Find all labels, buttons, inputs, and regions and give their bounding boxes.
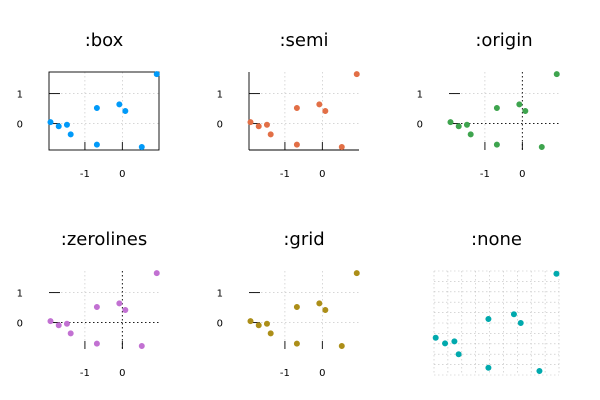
data-point — [47, 119, 54, 126]
data-point — [267, 131, 274, 138]
y-tick-label: 1 — [17, 90, 23, 101]
data-point — [293, 105, 300, 112]
data-point — [293, 340, 300, 347]
y-tick-label: 0 — [217, 120, 223, 131]
y-tick-label: 0 — [17, 319, 23, 330]
x-tick-label: 0 — [119, 368, 125, 379]
data-point — [55, 123, 62, 130]
data-point — [316, 101, 323, 108]
y-tick-label: 1 — [17, 289, 23, 300]
data-point — [267, 330, 274, 337]
data-point — [293, 141, 300, 148]
x-tick-label: 0 — [319, 169, 325, 180]
x-tick-label: -1 — [80, 169, 90, 180]
x-tick-label: -1 — [80, 368, 90, 379]
data-point — [67, 131, 74, 138]
subplot-box: :box -1 0 0 1 — [17, 30, 160, 180]
y-tick-label: 0 — [417, 120, 423, 131]
x-tick-label: -1 — [280, 169, 290, 180]
data-point — [138, 342, 145, 349]
data-point — [353, 71, 360, 78]
y-tick-label: 0 — [17, 120, 23, 131]
y-tick-label: 0 — [217, 319, 223, 330]
subplot-title: :zerolines — [61, 229, 147, 250]
axes-box — [48, 71, 160, 151]
data-point — [536, 367, 543, 374]
data-point — [338, 342, 345, 349]
data-point — [293, 303, 300, 310]
subplot-title: :grid — [283, 229, 324, 250]
data-point — [485, 364, 492, 371]
data-point — [538, 144, 545, 151]
data-point — [338, 144, 345, 151]
subplot-title: :origin — [475, 30, 532, 51]
data-point — [451, 338, 458, 345]
data-point — [247, 119, 254, 126]
data-point — [55, 322, 62, 329]
data-point — [322, 306, 329, 313]
data-point — [322, 108, 329, 115]
data-point — [510, 311, 517, 318]
data-point — [455, 351, 462, 358]
data-point — [455, 123, 462, 130]
data-point — [522, 108, 529, 115]
data-point — [442, 340, 449, 347]
subplot-origin: :origin -1 0 0 1 — [417, 30, 560, 180]
subplot-none: :none — [432, 229, 560, 376]
data-point — [517, 319, 524, 326]
x-tick-label: 0 — [519, 169, 525, 180]
subplot-title: :semi — [279, 30, 328, 51]
data-point — [247, 318, 254, 325]
data-point — [122, 306, 129, 313]
data-point — [93, 303, 100, 310]
data-point — [116, 300, 123, 307]
data-point — [553, 71, 560, 78]
data-point — [67, 330, 74, 337]
data-point — [93, 105, 100, 112]
data-point — [263, 121, 270, 128]
data-point — [316, 300, 323, 307]
data-point — [122, 108, 129, 115]
data-point — [463, 121, 470, 128]
data-point — [255, 322, 262, 329]
subplot-semi: :semi -1 0 0 1 — [217, 30, 360, 180]
y-tick-label: 1 — [217, 90, 223, 101]
data-point — [553, 270, 560, 277]
data-point — [447, 119, 454, 126]
data-point — [47, 318, 54, 325]
data-point — [263, 320, 270, 327]
data-point — [93, 340, 100, 347]
data-point — [485, 315, 492, 322]
data-point — [63, 121, 70, 128]
data-point — [467, 131, 474, 138]
y-tick-label: 1 — [417, 90, 423, 101]
subplot-grid: :grid -1 0 0 1 — [217, 229, 360, 379]
y-tick-label: 1 — [217, 289, 223, 300]
subplot-title: :none — [471, 229, 522, 250]
subplot-title: :box — [85, 30, 124, 51]
data-point — [493, 141, 500, 148]
data-point — [153, 270, 160, 277]
x-tick-label: 0 — [319, 368, 325, 379]
data-point — [93, 141, 100, 148]
data-point — [493, 105, 500, 112]
data-point — [116, 101, 123, 108]
subplot-zerolines: :zerolines -1 0 0 1 — [17, 229, 160, 379]
x-tick-label: -1 — [480, 169, 490, 180]
x-tick-label: -1 — [280, 368, 290, 379]
data-point — [153, 71, 160, 78]
data-point — [255, 123, 262, 130]
data-point — [516, 101, 523, 108]
data-point — [432, 334, 439, 341]
data-point — [138, 144, 145, 151]
data-point — [353, 270, 360, 277]
x-tick-label: 0 — [119, 169, 125, 180]
data-point — [63, 320, 70, 327]
